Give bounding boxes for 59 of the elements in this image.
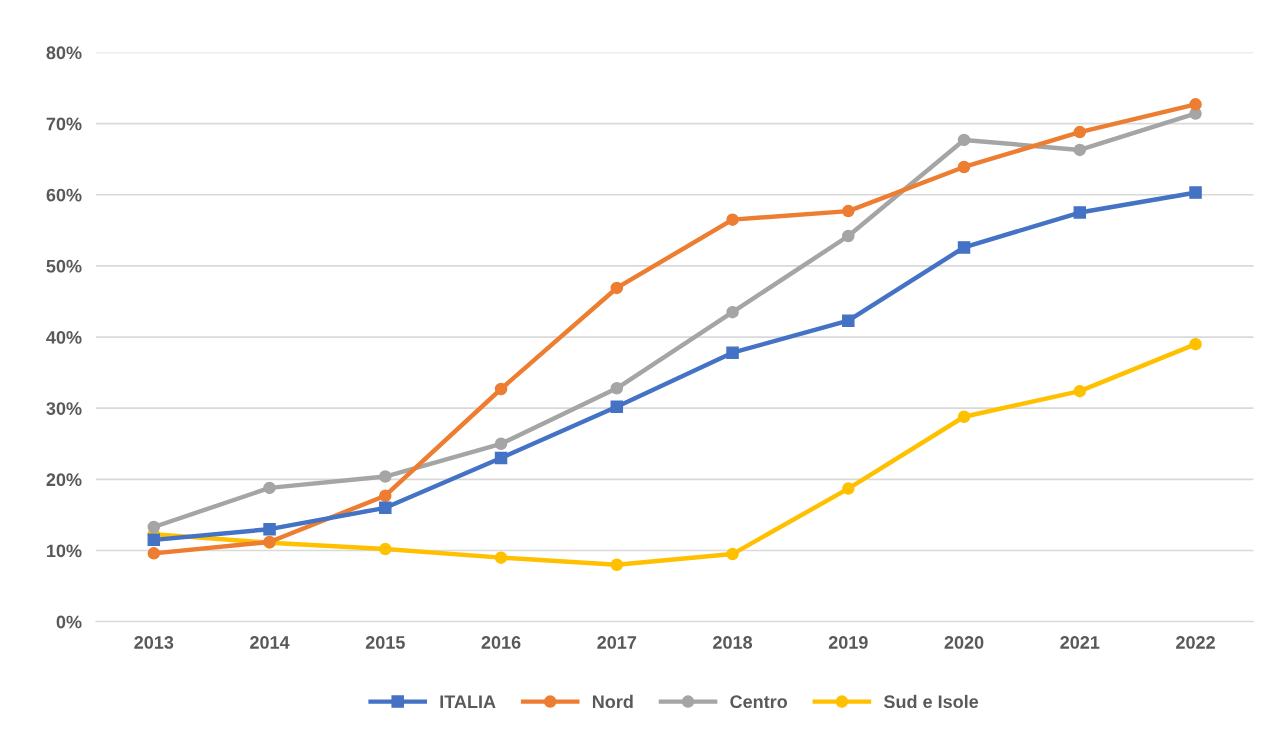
y-tick-label: 50% <box>46 259 82 273</box>
y-tick-label: 70% <box>46 117 82 131</box>
x-tick-label: 2020 <box>944 636 984 649</box>
point <box>147 547 161 560</box>
point <box>263 481 276 495</box>
y-tick-label: 40% <box>46 330 82 344</box>
point <box>726 305 739 319</box>
point <box>842 204 855 218</box>
point <box>842 229 855 243</box>
point <box>842 482 855 495</box>
point <box>610 558 624 571</box>
point <box>379 470 392 483</box>
point <box>494 551 508 564</box>
y-tick-label: 80% <box>46 46 82 60</box>
point <box>147 533 161 547</box>
x-tick-label: 2022 <box>1176 636 1215 649</box>
x-tick-label: 2013 <box>134 636 174 649</box>
point <box>726 547 739 561</box>
point <box>1189 337 1202 351</box>
point <box>842 314 855 327</box>
point <box>1189 98 1202 111</box>
x-tick-label: 2017 <box>597 636 637 649</box>
point <box>494 437 508 451</box>
x-tick-label: 2015 <box>365 636 405 649</box>
y-tick-label: 20% <box>46 473 82 487</box>
point <box>957 241 971 254</box>
point <box>1073 206 1087 219</box>
legend-label: Sud e Isole <box>883 694 979 709</box>
point <box>1189 186 1202 199</box>
y-tick-label: 60% <box>46 188 82 202</box>
point <box>1073 384 1087 398</box>
point <box>610 281 624 295</box>
point <box>147 520 161 534</box>
point <box>379 542 392 556</box>
x-tick-label: 2018 <box>713 636 753 649</box>
x-tick-label: 2019 <box>828 636 868 649</box>
point <box>610 382 624 395</box>
legend-label: Centro <box>730 695 788 709</box>
legend-label: ITALIA <box>440 695 496 708</box>
y-tick-label: 30% <box>46 402 82 415</box>
point <box>494 382 508 396</box>
point <box>1073 143 1087 157</box>
point <box>610 400 624 414</box>
point <box>957 160 971 174</box>
point <box>726 346 739 359</box>
x-tick-label: 2021 <box>1060 636 1100 649</box>
point <box>957 133 971 147</box>
point <box>379 489 392 502</box>
y-tick-label: 0% <box>56 615 82 629</box>
point <box>494 451 508 465</box>
x-tick-label: 2014 <box>250 636 290 649</box>
point <box>957 410 971 423</box>
point <box>726 213 739 226</box>
y-tick-label: 10% <box>47 544 82 558</box>
point <box>263 522 276 536</box>
x-tick-label: 2016 <box>481 636 521 649</box>
point <box>379 501 392 515</box>
point <box>1073 125 1087 139</box>
legend-label: Nord <box>592 694 633 709</box>
